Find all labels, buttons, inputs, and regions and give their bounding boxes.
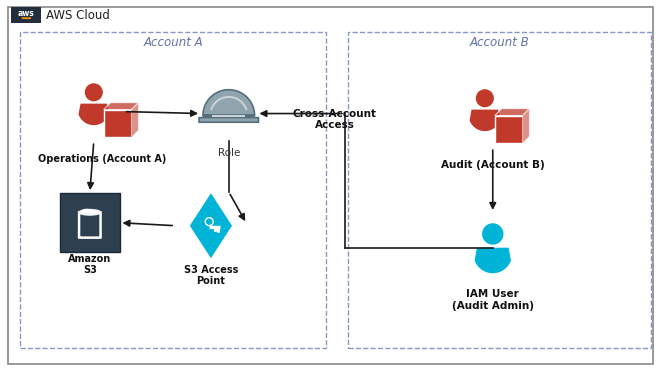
Text: Cross-Account
Access: Cross-Account Access (293, 109, 377, 130)
Polygon shape (79, 104, 108, 124)
Circle shape (483, 224, 503, 244)
Circle shape (85, 84, 102, 101)
Text: aws: aws (18, 9, 34, 18)
FancyBboxPatch shape (199, 118, 258, 122)
Polygon shape (495, 115, 523, 143)
Text: Operations (Account A): Operations (Account A) (38, 154, 166, 164)
Circle shape (207, 219, 212, 224)
Polygon shape (189, 192, 233, 259)
Polygon shape (495, 109, 529, 115)
Text: AWS Cloud: AWS Cloud (46, 9, 110, 22)
Polygon shape (203, 90, 254, 115)
Polygon shape (11, 7, 41, 23)
Polygon shape (104, 109, 132, 137)
Text: Role: Role (217, 148, 240, 158)
Text: Amazon
S3: Amazon S3 (68, 254, 112, 275)
Text: IAM User
(Audit Admin): IAM User (Audit Admin) (451, 289, 534, 311)
Polygon shape (104, 103, 138, 109)
Text: Account A: Account A (143, 36, 203, 49)
Text: S3 Access
Point: S3 Access Point (184, 265, 238, 286)
Text: Account B: Account B (469, 36, 529, 49)
Polygon shape (132, 103, 138, 137)
Text: Audit (Account B): Audit (Account B) (441, 160, 545, 170)
Ellipse shape (79, 210, 100, 215)
Circle shape (477, 90, 493, 106)
Circle shape (204, 216, 215, 227)
Polygon shape (475, 249, 510, 273)
Polygon shape (470, 110, 499, 131)
Polygon shape (523, 109, 529, 143)
Polygon shape (60, 193, 120, 253)
